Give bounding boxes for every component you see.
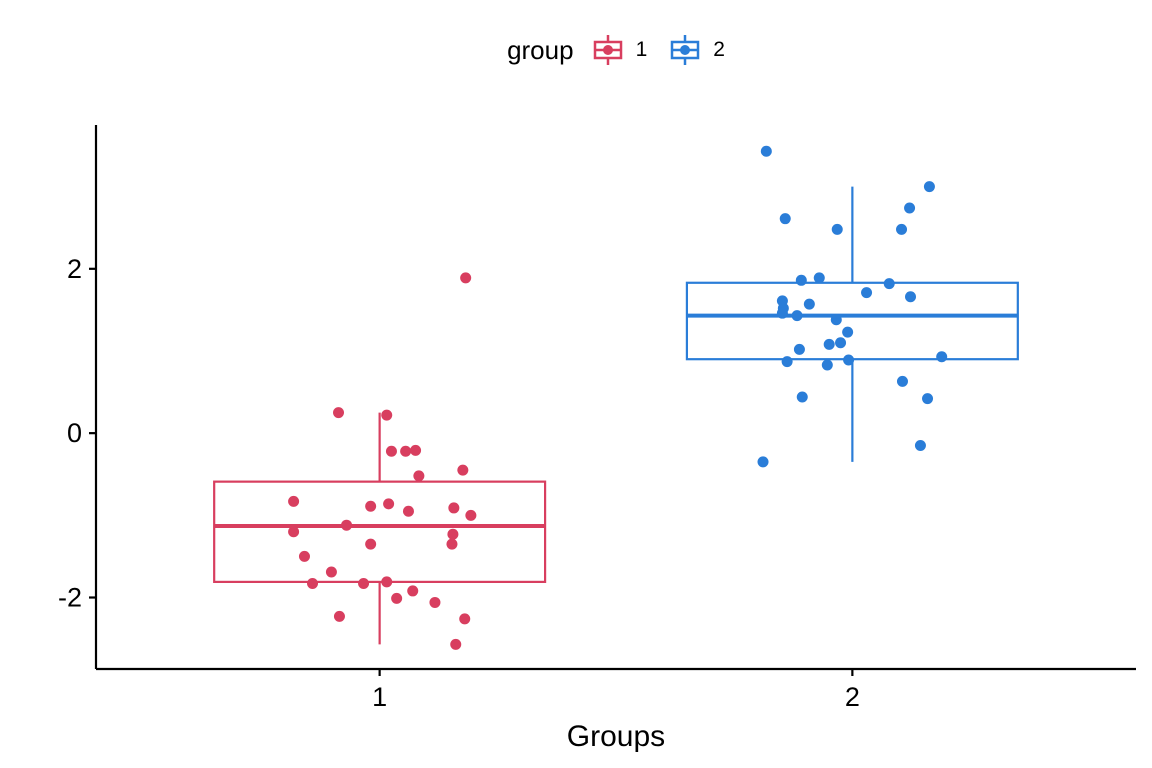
jitter-point-group-1 bbox=[365, 538, 377, 550]
jitter-point-group-1 bbox=[333, 407, 345, 419]
jitter-point-group-1 bbox=[429, 596, 441, 608]
jitter-point-group-2 bbox=[843, 354, 855, 366]
jitter-point-group-1 bbox=[307, 578, 319, 590]
legend-key-boxplot-icon bbox=[671, 35, 700, 65]
jitter-point-group-2 bbox=[813, 272, 825, 284]
jitter-point-group-1 bbox=[298, 550, 310, 562]
jitter-point-group-1 bbox=[383, 498, 395, 510]
jitter-point-group-2 bbox=[757, 456, 769, 468]
jitter-point-group-2 bbox=[779, 213, 791, 225]
jitter-point-group-1 bbox=[457, 464, 469, 476]
jitter-point-group-1 bbox=[400, 445, 412, 457]
legend-entry-label: 2 bbox=[713, 38, 725, 61]
x-tick-label: 2 bbox=[845, 682, 860, 712]
legend-entry-2: 2 bbox=[669, 33, 725, 67]
jitter-point-group-2 bbox=[831, 223, 843, 235]
jitter-point-group-1 bbox=[407, 585, 419, 597]
jitter-point-group-1 bbox=[413, 470, 425, 482]
jitter-point-group-1 bbox=[450, 638, 462, 650]
jitter-point-group-1 bbox=[459, 613, 471, 625]
jitter-point-group-1 bbox=[288, 495, 300, 507]
jitter-point-group-1 bbox=[365, 500, 377, 512]
legend-title: group bbox=[507, 34, 574, 65]
legend-key-boxplot-icon bbox=[593, 35, 622, 65]
jitter-point-group-1 bbox=[447, 528, 459, 540]
jitter-point-group-1 bbox=[381, 576, 393, 588]
jitter-point-group-2 bbox=[861, 287, 873, 299]
jitter-point-group-2 bbox=[896, 375, 908, 387]
jitter-point-group-1 bbox=[465, 509, 477, 521]
y-tick-label: -2 bbox=[58, 583, 82, 613]
jitter-point-group-1 bbox=[358, 578, 370, 590]
jitter-point-group-2 bbox=[776, 307, 788, 319]
jitter-point-group-1 bbox=[288, 526, 300, 538]
jitter-point-group-1 bbox=[410, 444, 422, 456]
jitter-point-group-2 bbox=[936, 351, 948, 363]
jitter-point-group-1 bbox=[391, 592, 403, 604]
jitter-point-group-1 bbox=[402, 505, 414, 517]
jitter-point-group-2 bbox=[922, 393, 934, 405]
jitter-point-group-2 bbox=[842, 326, 854, 338]
jitter-point-group-1 bbox=[385, 445, 397, 457]
box-group-2 bbox=[685, 281, 1019, 361]
jitter-point-group-2 bbox=[793, 343, 805, 355]
jitter-point-group-2 bbox=[830, 314, 842, 326]
jitter-point-group-1 bbox=[446, 538, 458, 550]
jitter-point-group-2 bbox=[796, 391, 808, 403]
box-group-1 bbox=[213, 480, 547, 583]
y-tick-label: 2 bbox=[67, 254, 82, 284]
x-tick-label: 1 bbox=[372, 682, 387, 712]
legend-entry-1: 1 bbox=[592, 33, 648, 67]
jitter-point-group-2 bbox=[781, 356, 793, 368]
x-axis-title: Groups bbox=[567, 720, 665, 753]
jitter-point-group-2 bbox=[883, 278, 895, 290]
jitter-point-group-2 bbox=[923, 181, 935, 193]
jitter-point-group-1 bbox=[448, 502, 460, 514]
jitter-point-group-1 bbox=[333, 610, 345, 622]
jitter-point-group-1 bbox=[460, 272, 472, 284]
jitter-point-group-2 bbox=[803, 298, 815, 310]
jitter-point-group-1 bbox=[325, 566, 337, 578]
jitter-point-group-2 bbox=[904, 202, 916, 214]
jitter-point-group-2 bbox=[914, 439, 926, 451]
legend-entry-label: 1 bbox=[635, 38, 648, 61]
y-tick-label: 0 bbox=[67, 418, 82, 448]
jitter-point-group-2 bbox=[835, 337, 847, 349]
jitter-point-group-2 bbox=[760, 145, 772, 157]
jitter-point-group-2 bbox=[791, 310, 803, 322]
jitter-point-group-1 bbox=[341, 519, 353, 531]
jitter-point-group-2 bbox=[905, 291, 917, 303]
jitter-point-group-1 bbox=[381, 409, 393, 421]
jitter-point-group-2 bbox=[821, 359, 833, 371]
jitter-point-group-2 bbox=[823, 338, 835, 350]
jitter-point-group-2 bbox=[896, 223, 908, 235]
jitter-point-group-2 bbox=[795, 274, 807, 286]
